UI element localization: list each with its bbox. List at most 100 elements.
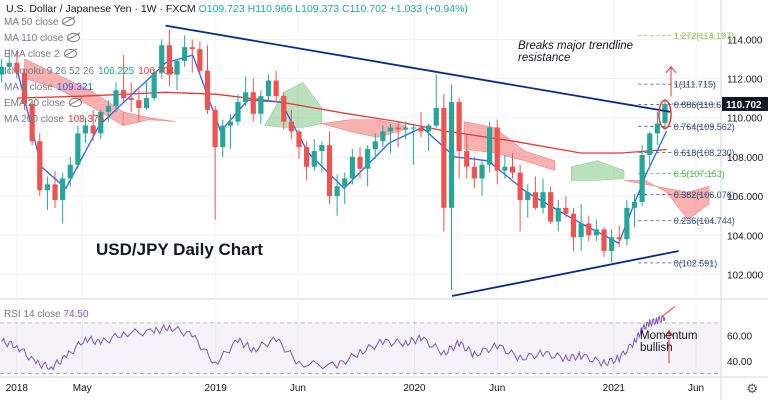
candle-body <box>326 145 333 197</box>
candle-body <box>517 172 523 201</box>
candle-body <box>509 166 516 173</box>
candle-body <box>227 121 233 126</box>
candle-body <box>433 107 439 126</box>
candle-body <box>220 125 226 148</box>
rsi-peak-marker <box>660 306 676 318</box>
chart-overlay-title: USD/JPY Daily Chart <box>96 240 263 259</box>
candle-body <box>418 127 424 132</box>
candle-body <box>555 207 561 222</box>
candle-body <box>75 133 81 165</box>
fib-level-label: 0.886(110.675) <box>674 100 734 110</box>
momentum-arrow-head <box>663 329 675 338</box>
candle-body <box>273 80 279 97</box>
candle-body <box>563 207 569 214</box>
candle-body <box>212 109 218 148</box>
ichimoku-cloud-segment <box>571 160 625 181</box>
legend-row[interactable]: EMA 20 close <box>4 98 83 109</box>
candle-body <box>44 184 50 191</box>
candle-body <box>265 80 272 97</box>
candle-body <box>60 178 66 201</box>
candle-body <box>67 164 73 179</box>
price-tick-label: 112.000 <box>727 75 763 86</box>
hidden-eye-icon[interactable] <box>69 98 83 107</box>
candle-body <box>662 103 668 124</box>
candle-body <box>471 166 477 179</box>
fib-level-label: 0.764(109.562) <box>674 122 735 132</box>
time-tick-label: Jun <box>290 383 306 394</box>
settings-gear-icon[interactable]: ⚙ <box>746 381 758 396</box>
candle-body <box>624 207 630 240</box>
legend-label: EMA 20 close <box>4 98 66 109</box>
candle-body <box>342 178 348 187</box>
ichimoku-cloud-segment <box>264 82 323 128</box>
candle-body <box>479 164 485 179</box>
candle-body <box>21 72 28 105</box>
legend-value: 109.321 <box>56 81 94 93</box>
legend-label: MA 110 close <box>4 33 64 45</box>
candle-body <box>487 127 493 165</box>
candle-body <box>288 121 294 132</box>
legend-value: 106.225 <box>98 65 135 77</box>
rsi-tick-label: 40.00 <box>727 357 752 368</box>
candle-body <box>121 90 127 99</box>
candle-body <box>0 66 5 75</box>
candle-body <box>601 229 607 251</box>
symbol-title: U.S. Dollar / Japanese Yen · 1W · FXCM <box>6 3 196 15</box>
legend-row[interactable]: MA 50 close <box>4 17 76 28</box>
candle-body <box>334 186 340 197</box>
candle-body <box>387 127 394 132</box>
legend-row[interactable]: EMA close 2 <box>4 49 77 60</box>
legend-row[interactable]: MA 5 close 109.321 <box>4 82 93 93</box>
candle-body <box>570 213 577 238</box>
candle-body <box>502 166 508 171</box>
legend-label: MA 50 close <box>4 17 59 28</box>
hidden-eye-icon[interactable] <box>63 49 77 59</box>
candle-body <box>319 145 325 152</box>
candle-body <box>372 141 378 150</box>
candle-body <box>525 192 531 201</box>
candle-body <box>197 49 203 71</box>
candle-body <box>426 125 432 132</box>
time-tick-label: Jun <box>688 383 704 394</box>
candle-body <box>304 147 310 167</box>
legend-value: 108.375 <box>68 114 105 126</box>
candle-body <box>448 102 455 208</box>
fib-level-label: 0.5(107.153) <box>674 169 725 179</box>
legend-row[interactable]: MA 110 close <box>4 33 81 45</box>
legend-row[interactable]: MA 200 close 108.375 <box>4 114 104 125</box>
legend-row[interactable]: Ichimoku 9 26 52 26 106.225 106.704 <box>4 66 174 77</box>
candle-body <box>243 92 249 103</box>
hidden-eye-icon[interactable] <box>62 17 76 26</box>
trendline-support <box>451 250 679 297</box>
candle-body <box>6 62 12 67</box>
price-tick-label: 108.000 <box>727 153 764 164</box>
time-tick-label: Jun <box>489 383 505 394</box>
candle-body <box>616 237 622 240</box>
fib-level-label: 1.272(114.197) <box>674 31 734 41</box>
legend-label: MA 5 close <box>4 81 53 93</box>
legend-label: Ichimoku 9 26 52 26 <box>4 65 95 77</box>
candle-body <box>357 156 363 169</box>
hidden-eye-icon[interactable] <box>67 33 81 43</box>
candle-body <box>395 127 401 130</box>
candle-body <box>281 96 287 122</box>
fib-level-label: 0.236(104.744) <box>674 216 735 226</box>
rsi-legend-value: 74.50 <box>63 309 89 320</box>
candle-body <box>609 237 615 251</box>
rsi-band <box>0 322 720 374</box>
ohlc-readout: O109.723 H110.966 L109.373 C110.702 +1.0… <box>198 3 468 15</box>
candle-body <box>128 98 134 101</box>
candle-body <box>151 72 157 99</box>
candle-body <box>52 184 58 201</box>
rsi-tick-label: 60.00 <box>727 332 752 343</box>
candle-body <box>311 151 317 167</box>
candle-body <box>235 102 241 122</box>
breakout-highlight-ellipse <box>658 99 672 130</box>
candle-body <box>540 192 546 208</box>
candle-body <box>98 111 104 134</box>
fib-level-label: 1(111.715) <box>674 80 716 90</box>
time-tick-label: 2020 <box>403 383 426 394</box>
candle-body <box>631 201 638 208</box>
time-tick-label: 2021 <box>603 383 626 394</box>
